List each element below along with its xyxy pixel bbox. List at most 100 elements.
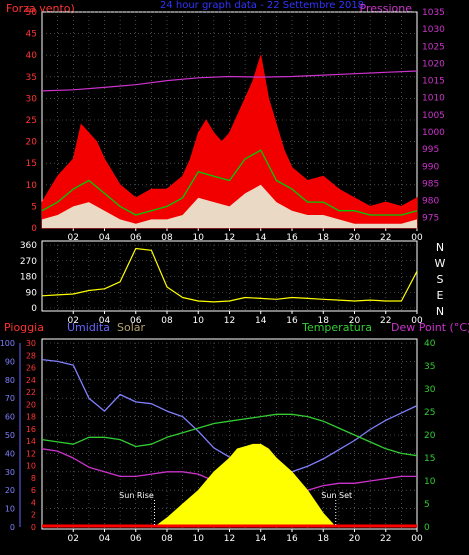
direction-compass-label: W (435, 257, 446, 270)
temp-ytick-label: 35 (424, 362, 435, 372)
wind-ytick-label: 5 (31, 202, 37, 212)
humidity-line (41, 358, 418, 473)
rain-ytick-label: 26 (26, 364, 36, 373)
wind-ytick-label: 45 (26, 30, 37, 40)
wind-ytick-label: 30 (26, 94, 38, 104)
wind-xtick-label: 06 (130, 233, 142, 243)
wind-speed-line (41, 149, 418, 216)
rain-ytick-label: 12 (26, 449, 36, 458)
wind-ytick-label: 35 (26, 73, 37, 83)
humidity-xtick-label: 20 (349, 534, 361, 544)
temp-ytick-label: 0 (424, 523, 430, 533)
humidity-ytick-label: 30 (5, 468, 15, 477)
humidity-ytick-label: 90 (5, 357, 15, 366)
pressure-ytick-label: 1015 (422, 77, 445, 87)
header-humidity-label: Umidita (67, 321, 110, 334)
pressure-ytick-label: 995 (422, 145, 439, 155)
rain-ytick-label: 10 (26, 462, 36, 471)
humidity-xtick-label: 18 (318, 534, 330, 544)
pressure-ytick-label: 1020 (422, 59, 445, 69)
rain-ytick-label: 28 (26, 351, 36, 360)
humidity-xtick-label: 14 (255, 534, 267, 544)
temp-ytick-label: 5 (424, 500, 430, 510)
rain-ytick-label: 20 (26, 400, 36, 409)
wind-xtick-label: 12 (224, 233, 235, 243)
rain-ytick-label: 0 (31, 523, 36, 532)
wind-ytick-label: 15 (26, 159, 37, 169)
wind-xtick-label: 22 (380, 233, 391, 243)
pressure-ytick-label: 1000 (422, 128, 445, 138)
header-temperature-label: Temperatura (301, 321, 372, 334)
direction-xtick-label: 10 (193, 316, 205, 326)
header-pressure-label: Pressione (360, 2, 413, 15)
humidity-xtick-label: 04 (99, 534, 111, 544)
humidity-ytick-label: 80 (5, 376, 15, 385)
wind-xtick-label: 04 (99, 233, 111, 243)
rain-ytick-label: 22 (26, 388, 36, 397)
direction-xtick-label: 00 (411, 316, 423, 326)
rain-ytick-label: 4 (31, 498, 36, 507)
temperature-line (41, 413, 418, 457)
direction-ytick-label: 270 (20, 257, 37, 267)
humidity-ytick-label: 0 (10, 523, 15, 532)
wind-xtick-label: 00 (411, 233, 423, 243)
pressure-ytick-label: 980 (422, 197, 439, 207)
humidity-xtick-label: 08 (161, 534, 173, 544)
rain-ytick-label: 6 (31, 486, 36, 495)
rain-ytick-label: 14 (26, 437, 36, 446)
header-dewpoint-label: Dew Point (°C) (391, 321, 469, 334)
header-wind-label: Forza vento) (6, 2, 75, 15)
sunset-label: Sun Set (321, 491, 352, 500)
temp-ytick-label: 40 (424, 339, 436, 349)
direction-compass-label: E (437, 289, 444, 302)
direction-xtick-label: 18 (318, 316, 330, 326)
direction-ytick-label: 360 (20, 241, 37, 251)
header-rain-label: Pioggia (4, 321, 44, 334)
wind-ytick-label: 10 (26, 181, 38, 191)
humidity-xtick-label: 10 (193, 534, 205, 544)
pressure-ytick-label: 1010 (422, 94, 445, 104)
direction-compass-label: S (437, 273, 444, 286)
sunrise-label: Sun Rise (119, 491, 154, 500)
direction-compass-label: N (436, 305, 444, 318)
humidity-xtick-label: 16 (286, 534, 298, 544)
solar-area (153, 443, 337, 528)
wind-xtick-label: 02 (68, 233, 79, 243)
direction-ytick-label: 90 (26, 288, 38, 298)
direction-xtick-label: 20 (349, 316, 361, 326)
humidity-xtick-label: 00 (411, 534, 423, 544)
rain-ytick-label: 8 (31, 474, 36, 483)
temp-ytick-label: 15 (424, 454, 435, 464)
humidity-ytick-label: 60 (5, 413, 15, 422)
humidity-ytick-label: 40 (5, 449, 15, 458)
humidity-ytick-label: 100 (0, 339, 15, 348)
rain-ytick-label: 30 (26, 339, 36, 348)
gust-area (41, 55, 418, 229)
humidity-xtick-label: 02 (68, 534, 79, 544)
temp-ytick-label: 25 (424, 408, 435, 418)
humidity-xtick-label: 06 (130, 534, 142, 544)
humidity-ytick-label: 50 (5, 431, 15, 440)
wind-xtick-label: 14 (255, 233, 267, 243)
pressure-ytick-label: 975 (422, 214, 439, 224)
temp-ytick-label: 20 (424, 431, 436, 441)
wind-direction-line (41, 247, 418, 303)
direction-xtick-label: 02 (68, 316, 79, 326)
header-title: 24 hour graph data - 22 Settembre 2018 (160, 0, 364, 11)
direction-compass-label: N (436, 241, 444, 254)
direction-xtick-label: 14 (255, 316, 267, 326)
wind-xtick-label: 20 (349, 233, 361, 243)
pressure-ytick-label: 1005 (422, 111, 445, 121)
rain-ytick-label: 2 (31, 511, 36, 520)
direction-xtick-label: 04 (99, 316, 111, 326)
pressure-ytick-label: 1035 (422, 8, 445, 18)
wind-ytick-label: 25 (26, 116, 37, 126)
direction-xtick-label: 12 (224, 316, 235, 326)
pressure-ytick-label: 1030 (422, 25, 445, 35)
header-solar-label: Solar (117, 321, 146, 334)
pressure-ytick-label: 990 (422, 162, 439, 172)
wind-xtick-label: 08 (161, 233, 173, 243)
wind-ytick-label: 40 (26, 51, 38, 61)
